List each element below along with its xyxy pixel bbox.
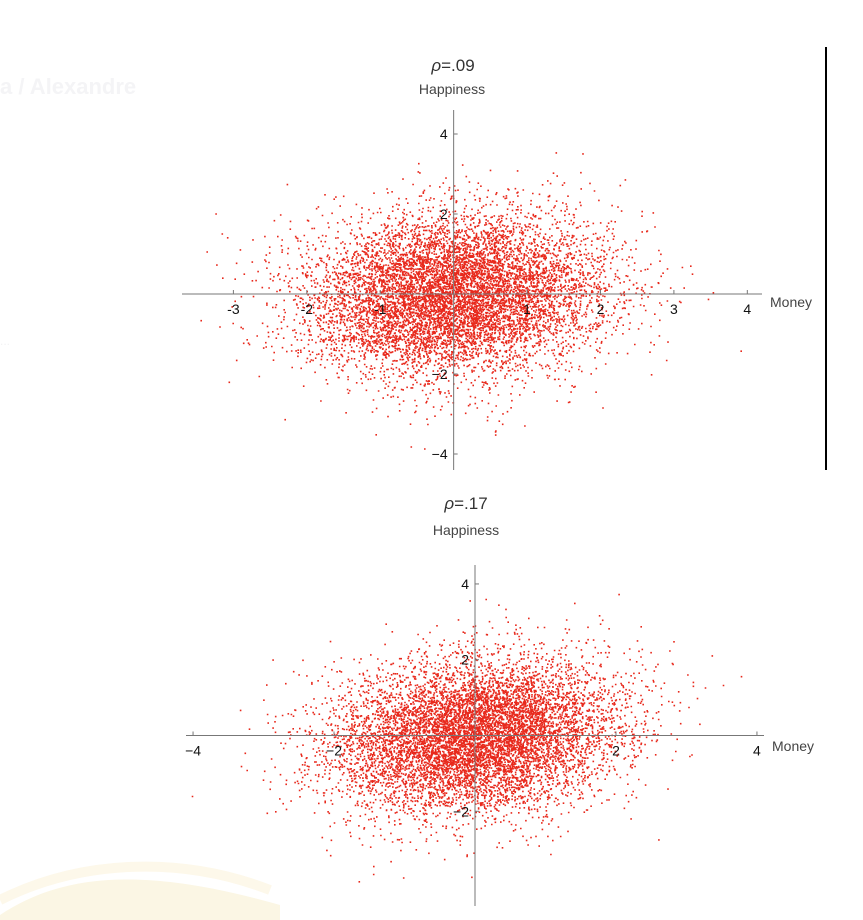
- x-tick-label: 2: [597, 301, 605, 317]
- y-tick-label: 4: [440, 126, 448, 142]
- scatter-plot-rho-09: ρ=.09 Happiness Money -3 -2 -1 1 2 3 4 −4 −2 2 4: [182, 56, 812, 470]
- chart-title: ρ=.09: [430, 56, 474, 75]
- axis-ticks: -3 -2 -1 1 2 3 4 −4 −2 2 4: [227, 126, 751, 462]
- x-tick-label: -2: [301, 301, 314, 317]
- y-tick-label: 2: [440, 206, 448, 222]
- y-tick-label: 4: [461, 576, 469, 592]
- x-tick-label: 1: [523, 301, 531, 317]
- scatter-points: [200, 152, 742, 450]
- x-tick-label: 2: [612, 743, 620, 759]
- y-tick-label: −2: [453, 803, 469, 819]
- chart-title-symbol: ρ: [430, 56, 441, 75]
- x-axis-label: Money: [772, 738, 814, 754]
- chart-title-symbol: ρ: [443, 494, 454, 513]
- chart-title: ρ=.17: [443, 494, 487, 513]
- x-tick-label: −2: [326, 743, 342, 759]
- x-tick-label: −4: [185, 743, 201, 759]
- y-axis-label: Happiness: [433, 522, 499, 538]
- x-tick-label: 4: [753, 743, 761, 759]
- x-tick-label: -1: [374, 301, 387, 317]
- axes: [182, 110, 762, 470]
- scatter-point-cloud: [200, 152, 742, 450]
- scatter-points: [191, 593, 743, 883]
- scatter-point-cloud: [191, 593, 743, 883]
- background-ghost-small-text: ...: [0, 334, 11, 348]
- x-tick-label: 4: [743, 301, 751, 317]
- background-swoosh-graphic: [0, 861, 280, 920]
- y-axis-label: Happiness: [419, 81, 485, 97]
- y-tick-label: 2: [461, 652, 469, 668]
- chart-title-value: =.17: [454, 494, 488, 513]
- x-axis-label: Money: [770, 294, 812, 310]
- x-tick-label: 3: [670, 301, 678, 317]
- vertical-divider-line: [825, 47, 827, 470]
- y-tick-label: −2: [432, 366, 448, 382]
- y-tick-label: −4: [432, 446, 448, 462]
- axis-ticks: −4 −2 2 4 −2 2 4: [185, 576, 761, 819]
- chart-title-value: =.09: [441, 56, 475, 75]
- background-ghost-text: a / Alexandre: [0, 74, 137, 99]
- x-tick-label: -3: [227, 301, 240, 317]
- axes: [186, 565, 764, 906]
